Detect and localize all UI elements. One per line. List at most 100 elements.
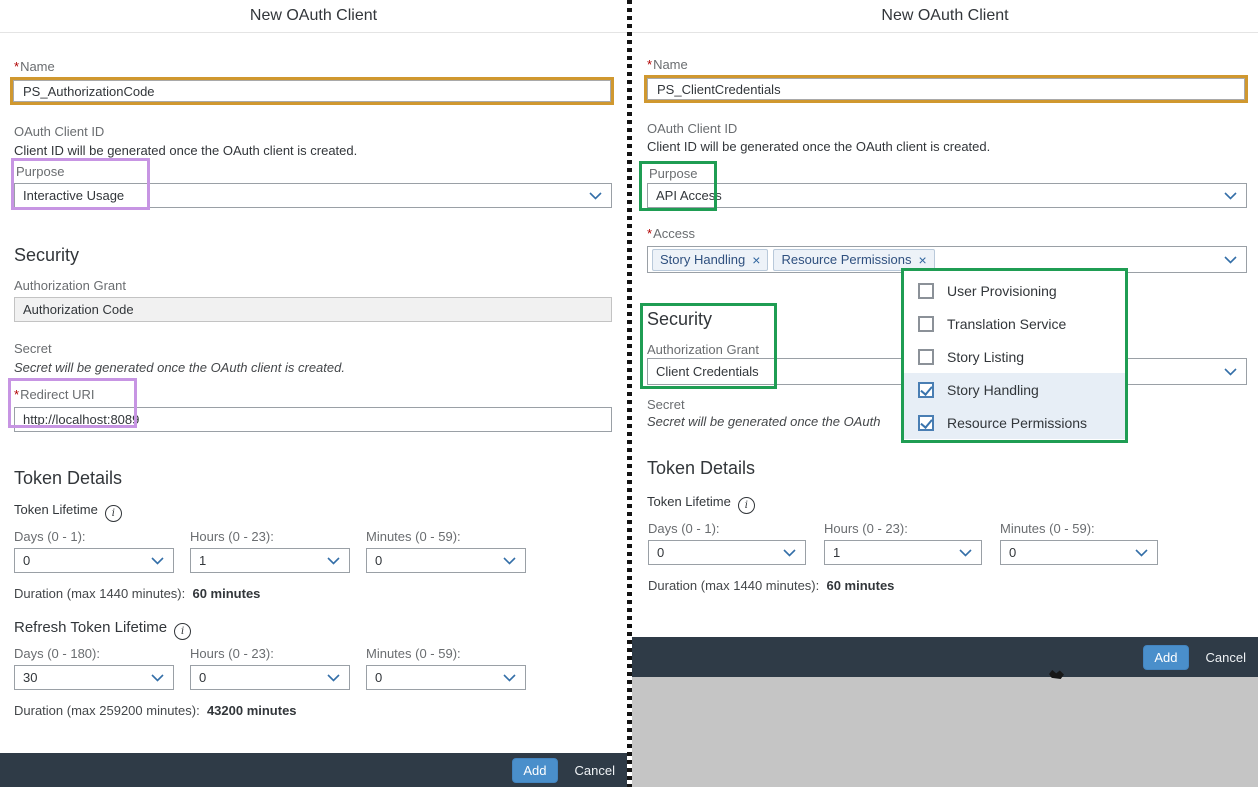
hours-select[interactable]: 1: [824, 540, 982, 565]
minutes-label: Minutes (0 - 59):: [366, 529, 461, 544]
token-duration-value: 60 minutes: [826, 578, 895, 593]
authorization-grant-label: Authorization Grant: [647, 342, 760, 357]
name-input[interactable]: PS_ClientCredentials: [647, 78, 1245, 100]
secret-label: Secret: [647, 397, 685, 412]
days-label: Days (0 - 1):: [648, 521, 720, 536]
days-select[interactable]: 0: [648, 540, 806, 565]
chevron-down-icon[interactable]: [503, 673, 516, 682]
secret-label: Secret: [14, 341, 52, 356]
checkbox-unchecked-icon[interactable]: [918, 348, 934, 365]
token-duration: Duration (max 1440 minutes): 60 minutes: [14, 586, 261, 601]
chevron-down-icon[interactable]: [959, 548, 972, 557]
option-user-provisioning[interactable]: User Provisioning: [904, 274, 1125, 307]
minutes-select[interactable]: 0: [366, 548, 526, 573]
required-asterisk: *: [14, 387, 20, 402]
minutes-select[interactable]: 0: [1000, 540, 1158, 565]
checkbox-checked-icon[interactable]: [918, 414, 934, 431]
footer-bar: Add Cancel: [0, 753, 627, 787]
add-button[interactable]: Add: [512, 757, 558, 783]
option-resource-permissions[interactable]: Resource Permissions: [904, 406, 1125, 439]
panel-divider: [627, 0, 632, 787]
refresh-duration: Duration (max 259200 minutes): 43200 min…: [14, 703, 297, 718]
client-id-label: OAuth Client ID: [647, 121, 738, 136]
cancel-button[interactable]: Cancel: [574, 762, 615, 778]
authorization-grant-label: Authorization Grant: [14, 278, 127, 293]
checkbox-checked-icon[interactable]: [918, 381, 934, 398]
authorization-grant-field: Authorization Code: [14, 297, 612, 322]
name-highlight-box: PS_AuthorizationCode: [10, 77, 614, 105]
hours-select[interactable]: 1: [190, 548, 350, 573]
remove-token-icon[interactable]: ×: [918, 251, 927, 268]
refresh-hours-label: Hours (0 - 23):: [190, 646, 274, 661]
name-input[interactable]: PS_AuthorizationCode: [13, 80, 611, 102]
info-icon[interactable]: i: [737, 497, 755, 514]
chevron-down-icon[interactable]: [327, 673, 340, 682]
days-select[interactable]: 0: [14, 548, 174, 573]
client-id-label: OAuth Client ID: [14, 124, 105, 139]
chevron-down-icon[interactable]: [1224, 367, 1237, 376]
security-heading: Security: [14, 245, 80, 265]
days-label: Days (0 - 1):: [14, 529, 86, 544]
purpose-select[interactable]: Interactive Usage: [14, 183, 612, 208]
dialog-titlebar: New OAuth Client: [632, 0, 1258, 33]
footer-bar: Add Cancel: [632, 637, 1258, 677]
option-translation-service[interactable]: Translation Service: [904, 307, 1125, 340]
dialog-title: New OAuth Client: [249, 7, 378, 24]
refresh-days-label: Days (0 - 180):: [14, 646, 100, 661]
hours-label: Hours (0 - 23):: [824, 521, 908, 536]
refresh-duration-value: 43200 minutes: [206, 703, 297, 718]
screenshot-artifact: [1049, 670, 1064, 679]
name-label: *Name: [647, 57, 688, 72]
access-token-chip[interactable]: Resource Permissions ×: [773, 248, 935, 271]
client-id-hint: Client ID will be generated once the OAu…: [647, 139, 991, 154]
dialog-title: New OAuth Client: [881, 7, 1009, 24]
cancel-button[interactable]: Cancel: [1205, 649, 1246, 665]
name-highlight-box: PS_ClientCredentials: [644, 75, 1248, 103]
required-asterisk: *: [647, 226, 653, 241]
info-icon[interactable]: i: [104, 505, 122, 522]
remove-token-icon[interactable]: ×: [752, 251, 761, 268]
chevron-down-icon[interactable]: [1224, 255, 1237, 264]
purpose-value: API Access: [656, 188, 722, 203]
security-heading: Security: [647, 309, 713, 329]
refresh-lifetime-label: Refresh Token Lifetime i: [14, 619, 192, 640]
purpose-label: Purpose: [649, 166, 698, 181]
right-oauth-dialog: New OAuth Client *Name PS_ClientCredenti…: [632, 0, 1258, 787]
chevron-down-icon[interactable]: [1224, 191, 1237, 200]
access-label: *Access: [647, 226, 695, 241]
refresh-minutes-select[interactable]: 0: [366, 665, 526, 690]
left-oauth-dialog: New OAuth Client *Name PS_AuthorizationC…: [0, 0, 627, 787]
checkbox-unchecked-icon[interactable]: [918, 315, 934, 332]
chevron-down-icon[interactable]: [589, 191, 602, 200]
purpose-label: Purpose: [16, 164, 65, 179]
chevron-down-icon[interactable]: [151, 673, 164, 682]
refresh-hours-select[interactable]: 0: [190, 665, 350, 690]
chevron-down-icon[interactable]: [1135, 548, 1148, 557]
chevron-down-icon[interactable]: [503, 556, 516, 565]
token-lifetime-label: Token Lifetime i: [647, 494, 755, 514]
option-story-handling[interactable]: Story Handling: [904, 373, 1125, 406]
redirect-uri-label: *Redirect URI: [14, 387, 95, 402]
refresh-minutes-label: Minutes (0 - 59):: [366, 646, 461, 661]
token-duration-value: 60 minutes: [192, 586, 261, 601]
checkbox-unchecked-icon[interactable]: [918, 282, 934, 299]
redirect-uri-input[interactable]: http://localhost:8089: [14, 407, 612, 432]
hours-label: Hours (0 - 23):: [190, 529, 274, 544]
access-token-chip[interactable]: Story Handling ×: [652, 248, 769, 271]
token-lifetime-label: Token Lifetime i: [14, 502, 122, 522]
purpose-select[interactable]: API Access: [647, 183, 1247, 208]
minutes-label: Minutes (0 - 59):: [1000, 521, 1095, 536]
background-overlay-area: [632, 677, 1258, 787]
secret-hint: Secret will be generated once the OAuth: [647, 414, 881, 429]
secret-hint: Secret will be generated once the OAuth …: [14, 360, 345, 375]
option-story-listing[interactable]: Story Listing: [904, 340, 1125, 373]
info-icon[interactable]: i: [174, 623, 192, 640]
required-asterisk: *: [14, 59, 20, 74]
chevron-down-icon[interactable]: [783, 548, 796, 557]
dialog-titlebar: New OAuth Client: [0, 0, 627, 33]
chevron-down-icon[interactable]: [327, 556, 340, 565]
refresh-days-select[interactable]: 30: [14, 665, 174, 690]
access-options-dropdown: User Provisioning Translation Service St…: [901, 268, 1128, 443]
add-button[interactable]: Add: [1143, 644, 1189, 670]
chevron-down-icon[interactable]: [151, 556, 164, 565]
